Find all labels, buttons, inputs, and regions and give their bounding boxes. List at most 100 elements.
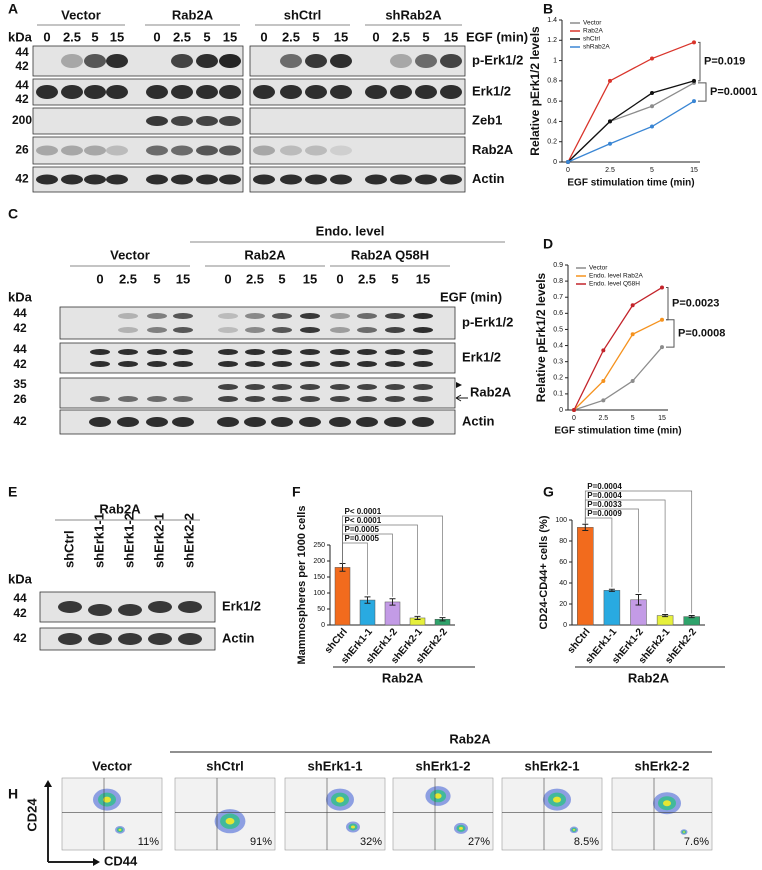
- header-label: Endo. level: [316, 223, 385, 238]
- blot-band: [148, 601, 172, 613]
- blot-band: [390, 54, 412, 68]
- blot-band: [173, 349, 193, 355]
- y-tick-label: 0.9: [553, 262, 563, 269]
- y-tick-label: 80: [559, 538, 567, 545]
- blot-band: [218, 327, 238, 333]
- blot-band: [173, 327, 193, 333]
- blot-band: [84, 85, 106, 99]
- lane-label: 15: [110, 29, 124, 44]
- kda-label: 44: [13, 591, 27, 605]
- blot-band: [146, 116, 168, 126]
- blot-band: [84, 174, 106, 185]
- error-bar: [389, 598, 396, 606]
- p-value: P=0.0023: [672, 298, 719, 310]
- protein-label: Erk1/2: [222, 598, 261, 613]
- y-tick-label: 0: [563, 622, 567, 629]
- point: [608, 119, 612, 124]
- lane-label: 5: [91, 29, 98, 44]
- lane-label: 2.5: [358, 271, 376, 286]
- blot-band: [61, 54, 83, 68]
- blot-band: [196, 145, 218, 156]
- point: [572, 408, 576, 412]
- legend-label: Rab2A: [583, 28, 604, 35]
- error-bar: [582, 523, 589, 531]
- blot-band: [219, 54, 241, 68]
- group-label: Rab2A: [382, 670, 424, 685]
- blot-band: [357, 384, 377, 390]
- p-value: P< 0.0001: [345, 507, 382, 516]
- percent-label: 11%: [138, 836, 159, 848]
- blot-band: [178, 601, 202, 613]
- lane-label: 15: [223, 29, 237, 44]
- y-tick-label: 0: [321, 622, 325, 629]
- blot-band: [245, 396, 265, 402]
- sample-label: shErk2-2: [635, 758, 690, 773]
- arrowhead: [93, 858, 100, 866]
- lane-label: 2.5: [119, 271, 137, 286]
- blot-band: [300, 327, 320, 333]
- blot-band: [36, 85, 58, 99]
- group-label: Rab2A: [628, 670, 670, 685]
- blot-band: [106, 174, 128, 185]
- group-label: shRab2A: [385, 7, 442, 22]
- blot-band: [330, 327, 350, 333]
- axis-label: CD44: [104, 853, 138, 868]
- blot-band: [118, 633, 142, 645]
- y-tick-label: 20: [559, 601, 567, 608]
- y-axis-label: Relative pErk1/2 levels: [528, 26, 542, 156]
- y-tick-label: 1: [553, 57, 557, 64]
- blot-strip: [59, 306, 456, 340]
- point: [692, 40, 696, 45]
- p-value: P< 0.0001: [345, 516, 382, 525]
- group-label: Rab2A Q58H: [351, 247, 429, 262]
- arrow: [456, 382, 462, 388]
- blot-band: [305, 85, 327, 99]
- lane-label: 15: [176, 271, 190, 286]
- blot-band: [272, 396, 292, 402]
- blot-band: [280, 54, 302, 68]
- y-tick-label: 40: [559, 580, 567, 587]
- blot-band: [272, 327, 292, 333]
- group-label: shCtrl: [284, 7, 322, 22]
- p-value: P=0.0004: [587, 491, 622, 500]
- cell-cloud: [118, 828, 122, 831]
- y-tick-label: 0: [553, 159, 557, 166]
- point: [660, 317, 664, 322]
- cell-cloud: [663, 800, 671, 807]
- blot-band: [329, 417, 351, 427]
- blot-band: [280, 85, 302, 99]
- y-tick-label: 0.5: [553, 326, 563, 333]
- blot-band: [440, 54, 462, 68]
- bracket: [584, 490, 693, 614]
- legend-label: shRab2A: [583, 44, 610, 51]
- p-value: P=0.019: [704, 55, 745, 67]
- blot-band: [88, 604, 112, 616]
- blot-band: [89, 417, 111, 427]
- point: [630, 379, 635, 383]
- blot-band: [413, 396, 433, 402]
- x-tick-label: 15: [690, 167, 698, 174]
- point: [692, 78, 696, 83]
- lane-label: 2.5: [282, 29, 300, 44]
- x-tick-label: 2.5: [598, 415, 608, 422]
- x-tick-label: 0: [566, 167, 570, 174]
- blot-band: [413, 349, 433, 355]
- blot-band: [245, 384, 265, 390]
- blot-band: [385, 313, 405, 319]
- protein-label: p-Erk1/2: [472, 52, 523, 67]
- blot-band: [365, 174, 387, 185]
- blot-band: [244, 417, 266, 427]
- treatment-label: EGF (min): [466, 29, 528, 44]
- blot-band: [330, 313, 350, 319]
- protein-label: Zeb1: [472, 112, 502, 127]
- blot-band: [218, 396, 238, 402]
- blot-band: [415, 85, 437, 99]
- blot-band: [36, 174, 58, 185]
- blot-band: [58, 633, 82, 645]
- blot-band: [300, 361, 320, 367]
- blot-band: [218, 361, 238, 367]
- p-value: P=0.0009: [587, 509, 622, 518]
- point: [650, 91, 654, 96]
- lane-label: 5: [203, 29, 210, 44]
- lane-label: 2.5: [63, 29, 81, 44]
